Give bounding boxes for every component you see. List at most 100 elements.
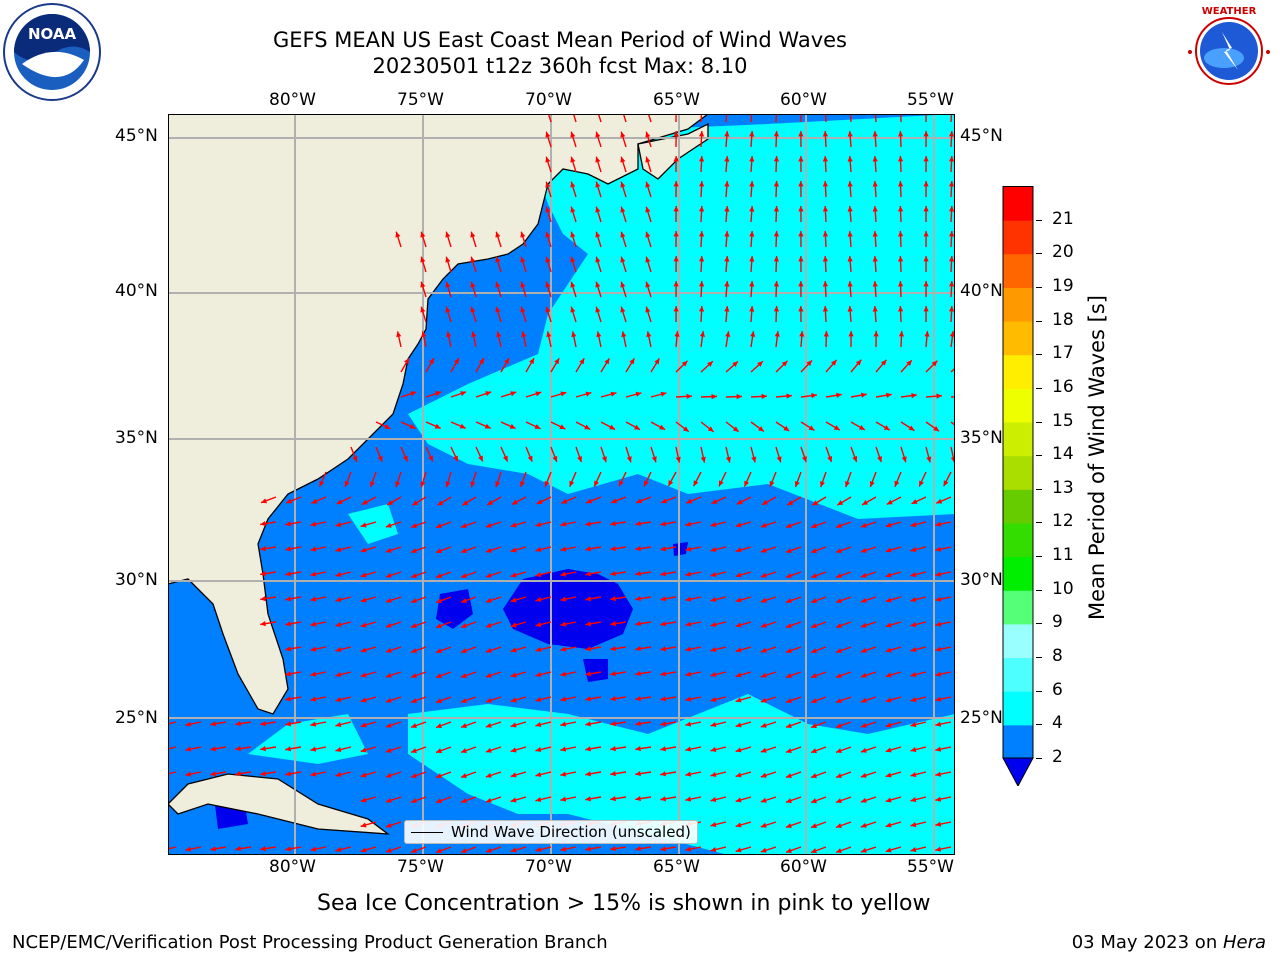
wave-direction-arrowhead (511, 499, 518, 505)
wave-direction-arrowhead (446, 331, 452, 338)
wave-direction-arrowhead (698, 231, 705, 237)
wave-direction-arrowhead (620, 156, 626, 163)
wave-direction-arrowhead (460, 623, 467, 629)
wave-direction-arrowhead (529, 358, 535, 365)
wave-direction-arrowhead (948, 131, 955, 137)
wave-direction-arrowhead (835, 673, 842, 679)
colorbar-tick-mark (1036, 354, 1042, 356)
wave-direction-arrowhead (620, 231, 626, 238)
wave-direction-arrowhead (735, 697, 742, 703)
wave-direction-arrowhead (860, 647, 867, 653)
wave-direction-arrowhead (847, 256, 853, 262)
wave-direction-arrowhead (735, 747, 742, 753)
wave-direction-arrowhead (545, 306, 551, 313)
wave-direction-arrowhead (485, 622, 492, 628)
wave-direction-arrowhead (910, 672, 917, 678)
wave-direction-arrowhead (311, 498, 318, 504)
wave-direction-arrowhead (698, 256, 705, 262)
wave-direction-arrowhead (579, 358, 585, 365)
wave-direction-arrowhead (610, 846, 616, 852)
wave-direction-arrowhead (822, 231, 829, 237)
wave-direction-arrowhead (860, 392, 867, 398)
wave-direction-arrowhead (948, 306, 955, 312)
wave-direction-arrowhead (460, 798, 467, 804)
wave-direction-arrowhead (833, 425, 840, 431)
wave-direction-arrowhead (635, 391, 642, 397)
graticule (168, 114, 955, 855)
wave-direction-arrowhead (785, 748, 792, 753)
wave-direction-arrowhead (620, 181, 626, 188)
wave-direction-arrowhead (710, 596, 717, 603)
wave-direction-arrowhead (760, 797, 767, 803)
wave-direction-arrowhead (260, 571, 266, 577)
wave-direction-arrowhead (801, 456, 807, 463)
wave-direction-arrowhead (410, 848, 417, 854)
wave-direction-arrowhead (385, 772, 392, 778)
wave-direction-arrowhead (360, 747, 367, 753)
footer-date: 03 May 2023 on Hera (1072, 932, 1266, 953)
wave-direction-arrowhead (810, 673, 817, 679)
wave-direction-arrowhead (360, 572, 367, 578)
wave-direction-arrowhead (651, 456, 657, 463)
wave-direction-arrowhead (860, 747, 867, 753)
wave-direction-arrowhead (352, 455, 358, 462)
wave-direction-arrowhead (711, 393, 717, 400)
wave-direction-arrowhead (385, 672, 392, 678)
wave-direction-arrowhead (510, 672, 517, 678)
colorbar-segment (1003, 691, 1033, 726)
wave-direction-arrowhead (435, 623, 442, 629)
lon-label-bottom-70w: 70°W (525, 857, 572, 877)
wave-direction-arrowhead (485, 572, 492, 578)
title-line-2: 20230501 t12z 360h fcst Max: 8.10 (372, 54, 748, 78)
wave-direction-arrowhead (585, 696, 591, 702)
colorbar-tick-label: 20 (1052, 242, 1074, 263)
colorbar-segment (1003, 220, 1033, 255)
wave-direction-arrowhead (610, 571, 616, 577)
wave-direction-arrowhead (310, 671, 317, 677)
wave-direction-arrowhead (620, 256, 626, 263)
wave-direction-arrowhead (660, 571, 666, 577)
wave-direction-arrowhead (635, 746, 641, 752)
wave-direction-arrowhead (510, 572, 517, 578)
wave-direction-arrowhead (619, 480, 624, 487)
wave-direction-arrowhead (310, 721, 317, 727)
wave-direction-arrowhead (285, 671, 291, 677)
wave-direction-arrowhead (585, 746, 591, 752)
wave-direction-arrowhead (923, 231, 929, 237)
wave-direction-arrowhead (485, 697, 492, 703)
wave-direction-arrowhead (595, 156, 601, 163)
wave-direction-arrowhead (460, 391, 467, 397)
wave-direction-arrowhead (285, 696, 291, 702)
wave-direction-arrowhead (485, 747, 492, 753)
wave-direction-arrowhead (749, 181, 755, 187)
wave-direction-arrowhead (822, 131, 829, 137)
wave-direction-arrowhead (885, 522, 892, 528)
wave-direction-arrowhead (673, 306, 679, 312)
wind-wave-direction-arrows (160, 105, 968, 854)
wave-direction-arrowhead (410, 548, 417, 554)
wave-direction-arrowhead (410, 391, 417, 397)
wave-direction-arrowhead (335, 571, 342, 578)
wave-direction-arrowhead (835, 773, 842, 779)
colorbar-segment (1003, 657, 1033, 692)
wave-direction-arrowhead (923, 306, 929, 312)
wave-direction-arrowhead (310, 746, 317, 752)
wave-direction-arrowhead (635, 771, 641, 777)
wave-direction-arrowhead (860, 522, 867, 528)
wave-direction-arrowhead (681, 360, 688, 367)
wave-direction-arrowhead (707, 361, 713, 367)
wave-direction-arrowhead (595, 281, 601, 288)
wave-direction-arrowhead (820, 481, 825, 488)
colorbar-svg (1002, 186, 1034, 788)
wave-direction-arrowhead (635, 546, 641, 552)
wave-direction-arrowhead (785, 673, 792, 678)
wave-direction-arrowhead (885, 797, 892, 803)
map-panel: Wind Wave Direction (unscaled) (160, 105, 968, 855)
wave-direction-arrowhead (510, 797, 517, 803)
wave-direction-arrowhead (673, 231, 679, 237)
wave-direction-arrowhead (310, 696, 317, 702)
wave-direction-arrowhead (926, 456, 932, 463)
wave-direction-arrowhead (910, 797, 917, 803)
wave-direction-arrowhead (510, 697, 517, 703)
colorbar-tick-label: 8 (1052, 646, 1063, 667)
